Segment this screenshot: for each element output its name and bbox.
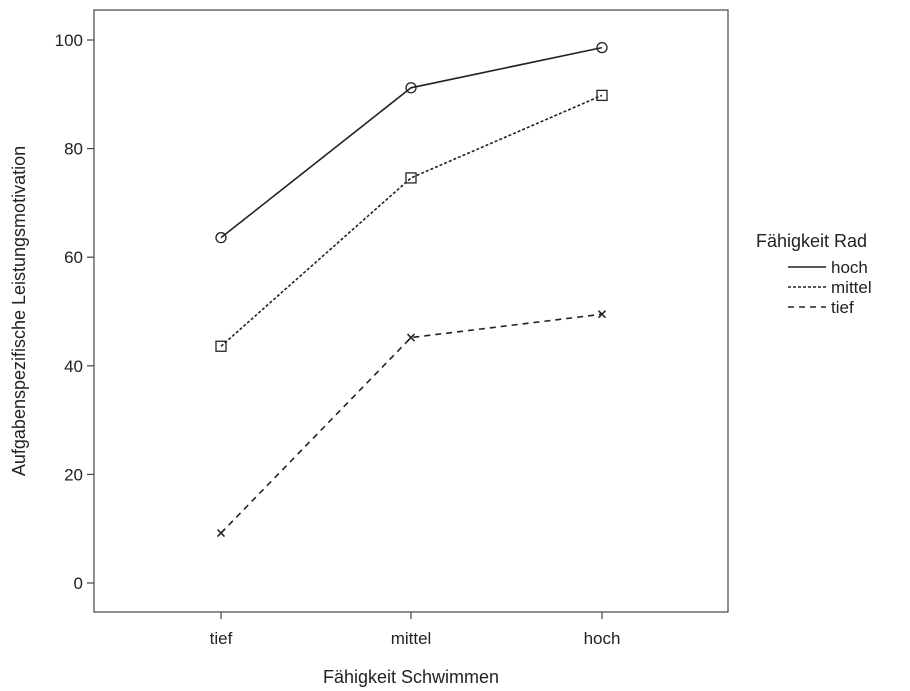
y-tick-label: 80 — [64, 140, 83, 159]
y-axis-title: Aufgabenspezifische Leistungsmotivation — [9, 146, 29, 476]
data-point-tief — [406, 333, 416, 342]
data-point-tief — [597, 310, 607, 319]
series-tief — [216, 310, 607, 538]
series-line-tief — [220, 313, 603, 534]
data-point-hoch — [405, 82, 417, 94]
x-axis-title: Fähigkeit Schwimmen — [323, 667, 499, 687]
x-tick-label: hoch — [584, 629, 621, 648]
y-tick-label: 40 — [64, 357, 83, 376]
x-tick-label: tief — [210, 629, 233, 648]
y-tick-label: 0 — [74, 574, 83, 593]
series-line-mittel — [220, 94, 603, 347]
y-tick-label: 60 — [64, 248, 83, 267]
data-point-hoch — [215, 232, 227, 244]
y-axis: 0 20 40 60 80 100 — [55, 31, 94, 593]
data-point-mittel — [596, 89, 608, 102]
series-layer — [215, 41, 608, 538]
data-point-mittel — [405, 172, 417, 184]
y-tick-label: 20 — [64, 465, 83, 484]
series-line-hoch — [220, 46, 603, 239]
legend-label-tief: tief — [831, 298, 854, 317]
data-point-tief — [216, 529, 226, 538]
legend-label-mittel: mittel — [831, 278, 872, 297]
plot-frame — [93, 9, 729, 613]
legend-label-hoch: hoch — [831, 258, 868, 277]
series-hoch — [215, 41, 608, 244]
data-point-mittel — [215, 340, 227, 352]
data-point-hoch — [596, 41, 608, 54]
x-tick-label: mittel — [391, 629, 432, 648]
legend-title: Fähigkeit Rad — [756, 231, 867, 251]
series-mittel — [215, 89, 608, 352]
x-axis: tief mittel hoch — [210, 612, 621, 648]
y-tick-label: 100 — [55, 31, 83, 50]
